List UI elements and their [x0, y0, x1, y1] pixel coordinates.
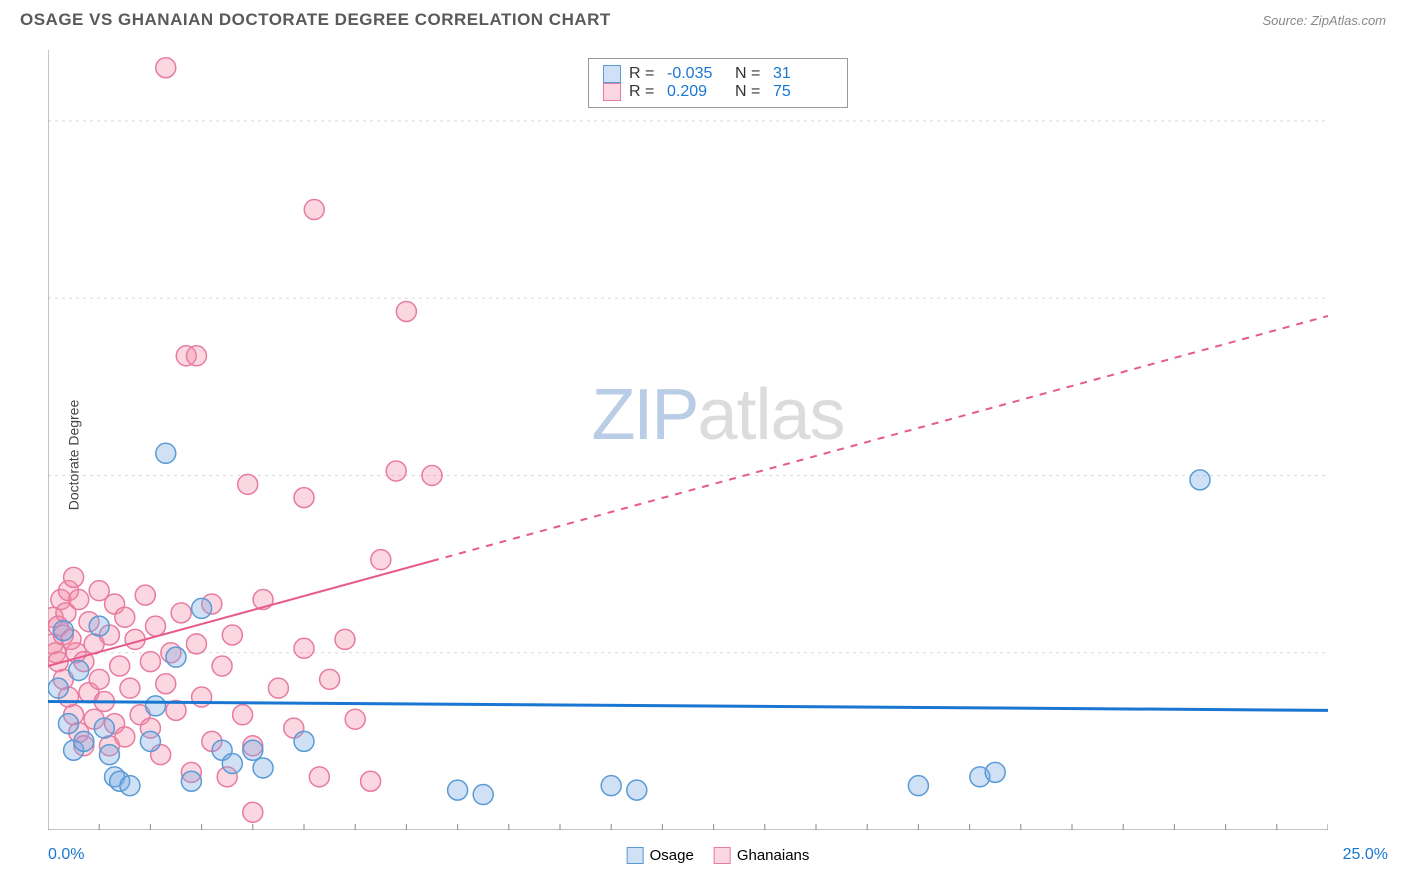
- r-value: 0.209: [667, 83, 727, 101]
- legend-item-osage: Osage: [627, 847, 694, 864]
- n-value: 31: [773, 65, 833, 83]
- n-label: N =: [735, 65, 765, 83]
- x-axis-min-label: 0.0%: [48, 846, 84, 864]
- stats-row-osage: R = -0.035 N = 31: [603, 65, 833, 83]
- series-legend: Osage Ghanaians: [627, 847, 810, 864]
- stats-legend: R = -0.035 N = 31 R = 0.209 N = 75: [588, 58, 848, 108]
- legend-label: Ghanaians: [737, 847, 810, 864]
- ghanaians-swatch-icon: [714, 847, 731, 864]
- chart-area: Doctorate Degree ZIPatlas R = -0.035 N =…: [48, 50, 1388, 860]
- y-axis-label: Doctorate Degree: [65, 400, 81, 511]
- r-label: R =: [629, 83, 659, 101]
- source-label: Source: ZipAtlas.com: [1262, 13, 1386, 28]
- scatter-plot-svg: [48, 50, 1328, 830]
- legend-label: Osage: [650, 847, 694, 864]
- x-axis-max-label: 25.0%: [1343, 846, 1388, 864]
- osage-swatch-icon: [603, 65, 621, 83]
- r-label: R =: [629, 65, 659, 83]
- stats-row-ghanaians: R = 0.209 N = 75: [603, 83, 833, 101]
- chart-title: OSAGE VS GHANAIAN DOCTORATE DEGREE CORRE…: [20, 10, 611, 30]
- r-value: -0.035: [667, 65, 727, 83]
- n-label: N =: [735, 83, 765, 101]
- osage-swatch-icon: [627, 847, 644, 864]
- ghanaians-swatch-icon: [603, 83, 621, 101]
- n-value: 75: [773, 83, 833, 101]
- legend-item-ghanaians: Ghanaians: [714, 847, 810, 864]
